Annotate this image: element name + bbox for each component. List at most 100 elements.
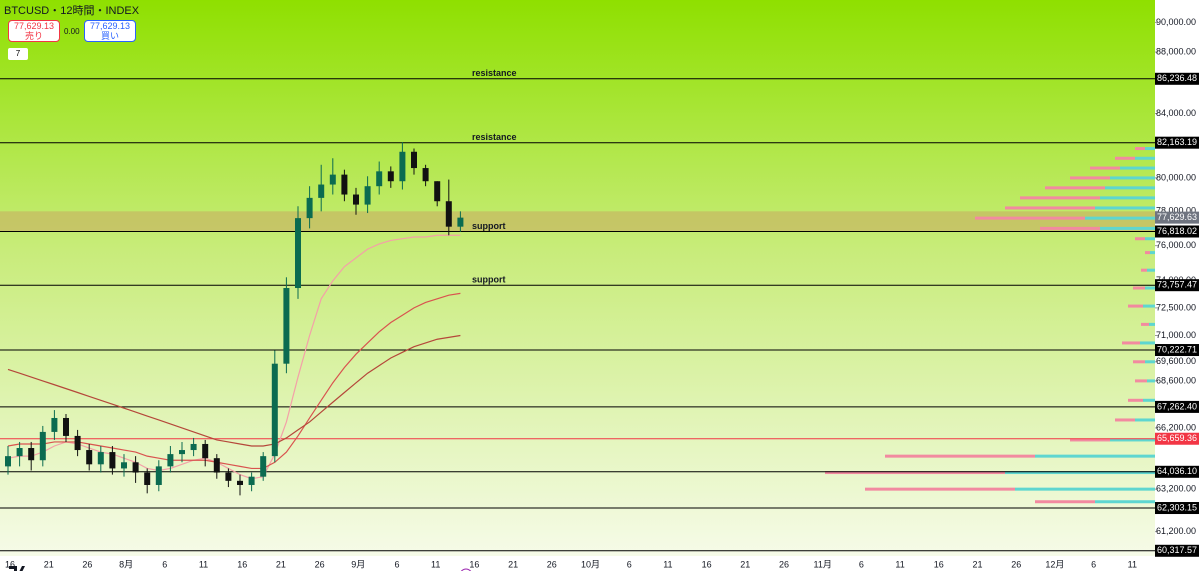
profile-down [1133,360,1145,364]
x-tick-label: 16 [934,559,944,569]
candle-body [329,174,336,185]
profile-up [1145,286,1155,290]
level-label-box [1155,544,1199,557]
candle-body [295,218,301,289]
profile-down [1045,186,1105,190]
profile-up [1149,322,1155,326]
candle-body [86,450,93,465]
candle-body [132,462,139,473]
profile-up [1095,500,1155,504]
profile-up [1145,237,1155,241]
candle-body [109,452,116,469]
candle-body [318,184,325,198]
profile-up [1110,438,1155,442]
x-tick-label: 21 [508,559,518,569]
candle-body [283,288,290,364]
current-price-box [1155,211,1199,224]
x-tick-label: 6 [162,559,167,569]
x-tick-label: 10月 [581,559,600,569]
level-label-box [1155,502,1199,515]
x-tick-label: 11 [663,559,672,569]
profile-down [1135,147,1145,151]
x-tick-label: 21 [276,559,286,569]
buy-button[interactable]: 77,629.13 買い [84,20,136,42]
profile-down [1133,286,1145,290]
profile-up [1015,487,1155,491]
spread: 0.00 [64,27,80,36]
candle-body [411,151,417,169]
level-label: 65,659.36 [1157,433,1197,443]
profile-down [1128,304,1143,308]
profile-up [1150,251,1155,255]
candle-body [434,181,441,202]
candle-body [306,197,313,219]
candle-body [155,466,162,485]
candle-body [376,171,383,187]
profile-up [1140,341,1155,345]
profile-up [1143,304,1155,308]
profile-down [1090,166,1120,170]
y-tick-label: 90,000.00 [1156,17,1196,27]
x-tick-label: 11 [431,559,440,569]
profile-down [1115,156,1135,160]
profile-up [1147,268,1155,272]
sell-price: 77,629.13 [13,21,55,31]
candle-body [399,151,406,182]
candle-body [16,448,23,457]
candle-body [248,476,255,485]
x-tick-label: 6 [627,559,632,569]
profile-up [1145,147,1155,151]
x-tick-label: 11 [895,559,904,569]
level-label: 67,262.40 [1157,401,1197,411]
current-price-label: 77,629.63 [1157,212,1197,222]
candle-body [271,363,278,457]
candle-body [457,217,464,227]
buy-price: 77,629.13 [89,21,131,31]
profile-up [1110,176,1155,180]
indicator-toggle[interactable]: 7 [8,48,28,60]
level-label-box [1155,344,1199,357]
candle-body [179,450,185,455]
profile-up [1143,398,1155,402]
x-tick-label: 6 [1091,559,1096,569]
x-tick-label: 26 [1011,559,1021,569]
sell-button[interactable]: 77,629.13 売り [8,20,60,42]
level-note: support [472,221,506,231]
profile-up [1100,226,1155,230]
y-tick-label: 88,000.00 [1156,46,1196,56]
profile-up [1135,156,1155,160]
x-tick-label: 11 [199,559,208,569]
event-icon[interactable] [460,568,472,571]
x-tick-label: 21 [44,559,54,569]
level-label-box [1155,465,1199,478]
level-label: 62,303.15 [1157,502,1197,512]
level-label-box [1155,432,1199,445]
buy-label: 買い [100,31,119,41]
profile-up [1105,186,1155,190]
level-label: 82,163.19 [1157,137,1197,147]
x-tick-label: 16 [469,559,479,569]
profile-down [1122,341,1140,345]
candle-body [121,462,127,469]
level-label-box [1155,225,1199,238]
symbol-title: BTCUSD・12時間・INDEX [4,5,140,17]
profile-up [1085,216,1155,220]
x-tick-label: 16 [702,559,712,569]
profile-down [885,454,1035,458]
profile-down [865,487,1015,491]
y-tick-label: 78,000.00 [1156,206,1196,216]
profile-down [1141,268,1147,272]
level-label-box [1155,136,1199,149]
candle-body [97,452,104,465]
profile-up [1100,196,1155,200]
profile-down [1040,226,1100,230]
y-tick-label: 76,000.00 [1156,240,1196,250]
level-note: support [472,275,506,285]
level-label: 64,036.10 [1157,466,1197,476]
x-tick-label: 26 [82,559,92,569]
profile-down [1115,418,1135,422]
moving-average [7,334,461,447]
candle-body [387,171,394,182]
profile-down [1145,251,1150,255]
